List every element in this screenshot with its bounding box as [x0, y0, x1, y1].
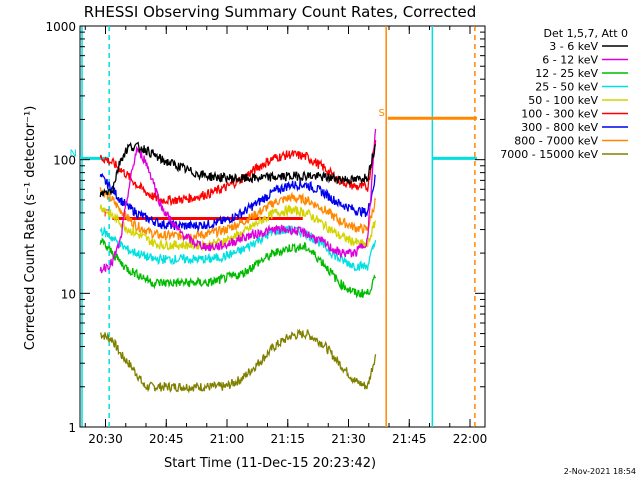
- legend-label-4: 50 - 100 keV: [528, 94, 598, 107]
- y-tick-label: 100: [53, 154, 76, 168]
- date-stamp: 2-Nov-2021 18:54: [564, 467, 636, 476]
- x-tick-label: 20:30: [88, 432, 123, 446]
- flag-label-2: S: [378, 108, 384, 119]
- series-line-6: [99, 172, 377, 233]
- legend-label-1: 6 - 12 keV: [542, 54, 598, 67]
- series-line-2: [99, 237, 377, 299]
- chart-title: RHESSI Observing Summary Count Rates, Co…: [84, 3, 477, 21]
- legend-label-2: 12 - 25 keV: [535, 67, 598, 80]
- x-tick-label: 21:00: [210, 432, 245, 446]
- series-line-7: [99, 187, 377, 242]
- x-tick-label: 21:15: [270, 432, 305, 446]
- legend-label-3: 25 - 50 keV: [535, 81, 598, 94]
- flag-label-0: F: [104, 208, 110, 219]
- x-tick-label: 22:00: [453, 432, 488, 446]
- x-tick-label: 21:45: [392, 432, 427, 446]
- x-tick-label: 20:45: [149, 432, 184, 446]
- legend-title: Det 1,5,7, Att 0: [544, 27, 628, 40]
- plot-area: F N S 20:30 20:45 21:00 21:15 21:30 21:45 22:00 1 1…: [45, 20, 487, 446]
- x-tick-label: 21:30: [331, 432, 366, 446]
- legend-label-6: 300 - 800 keV: [521, 121, 598, 134]
- legend-label-8: 7000 - 15000 keV: [500, 148, 598, 161]
- flag-label-1: N: [70, 148, 77, 159]
- y-tick-label: 1000: [45, 20, 76, 34]
- y-axis-label: Corrected Count Rate (s⁻¹ detector⁻¹): [23, 106, 38, 351]
- legend-label-5: 100 - 300 keV: [521, 108, 598, 121]
- y-tick-label: 1: [68, 421, 76, 435]
- series-line-3: [99, 225, 377, 272]
- legend-label-0: 3 - 6 keV: [549, 40, 598, 53]
- series-line-1: [99, 128, 377, 274]
- series-line-0: [99, 141, 377, 198]
- series-line-8: [99, 328, 377, 394]
- plot-frame: [79, 25, 486, 428]
- x-axis-label: Start Time (11-Dec-15 20:23:42): [164, 456, 376, 471]
- y-tick-label: 10: [61, 287, 76, 301]
- legend-label-7: 800 - 7000 keV: [514, 135, 598, 148]
